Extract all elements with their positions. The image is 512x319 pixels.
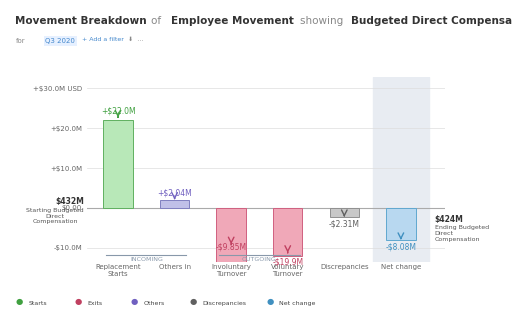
Text: Discrepancies: Discrepancies bbox=[202, 301, 246, 306]
Text: OUTGOING: OUTGOING bbox=[242, 257, 277, 262]
Text: ●: ● bbox=[131, 297, 138, 306]
Text: Budgeted Direct Compensation: Budgeted Direct Compensation bbox=[352, 16, 512, 26]
Text: Starting Budgeted
Direct
Compensation: Starting Budgeted Direct Compensation bbox=[27, 208, 84, 225]
Bar bbox=[273, 208, 303, 256]
Text: Employee Movement: Employee Movement bbox=[171, 16, 297, 26]
Text: -$19.9M: -$19.9M bbox=[272, 258, 303, 267]
Text: ⬇  …: ⬇ … bbox=[128, 37, 143, 42]
Text: ●: ● bbox=[189, 297, 197, 306]
Text: Exits: Exits bbox=[87, 301, 102, 306]
Text: ●: ● bbox=[74, 297, 81, 306]
Text: ●: ● bbox=[15, 297, 23, 306]
Text: Q3 2020: Q3 2020 bbox=[45, 38, 75, 44]
Text: for: for bbox=[15, 38, 25, 44]
Text: of: of bbox=[152, 16, 165, 26]
Text: -$2.31M: -$2.31M bbox=[329, 219, 360, 228]
Text: Starts: Starts bbox=[28, 301, 47, 306]
Bar bbox=[330, 208, 359, 217]
Text: Movement Breakdown: Movement Breakdown bbox=[15, 16, 151, 26]
Bar bbox=[160, 200, 189, 208]
Text: showing: showing bbox=[300, 16, 346, 26]
Text: -$8.08M: -$8.08M bbox=[386, 242, 416, 251]
Text: Net change: Net change bbox=[279, 301, 315, 306]
Text: INCOMING: INCOMING bbox=[130, 257, 163, 262]
Bar bbox=[103, 120, 133, 208]
Text: Others: Others bbox=[143, 301, 165, 306]
Text: $432M: $432M bbox=[55, 197, 84, 206]
Text: Ending Budgeted
Direct
Compensation: Ending Budgeted Direct Compensation bbox=[435, 225, 489, 241]
Text: + Add a filter: + Add a filter bbox=[82, 37, 124, 42]
Text: +$2.04M: +$2.04M bbox=[157, 189, 192, 197]
Bar bbox=[217, 208, 246, 287]
Bar bbox=[386, 208, 416, 240]
Bar bbox=[373, 77, 429, 262]
Text: +$22.0M: +$22.0M bbox=[101, 107, 135, 115]
Text: $424M: $424M bbox=[435, 215, 464, 224]
Text: ●: ● bbox=[266, 297, 273, 306]
Text: -$9.85M: -$9.85M bbox=[216, 242, 247, 252]
